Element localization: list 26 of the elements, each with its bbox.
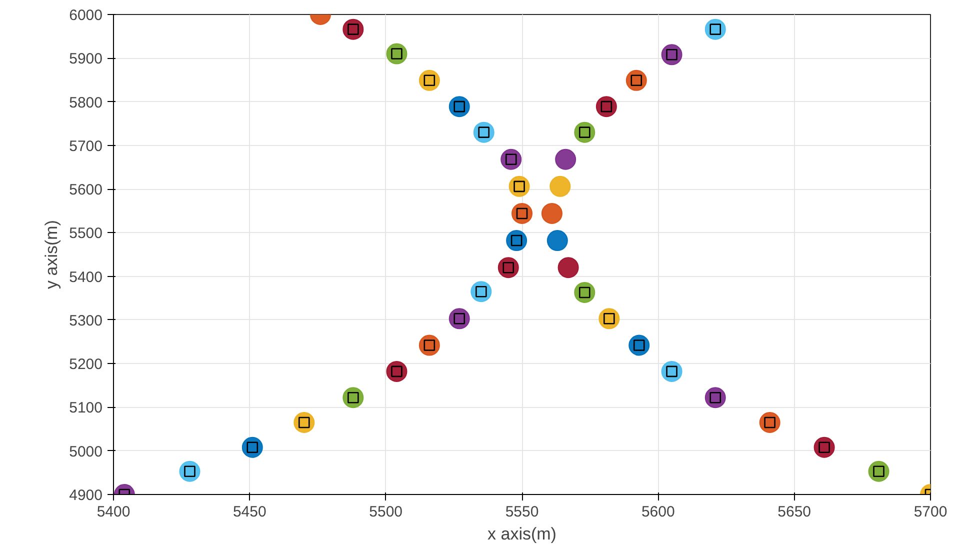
y-tick-label: 5300 [69,312,103,330]
y-tick-label: 5400 [69,268,103,286]
x-tick-label: 5500 [369,504,403,520]
point [541,203,562,224]
y-axis-title: y axis(m) [42,220,62,289]
y-tick-label: 4900 [69,487,103,504]
y-tick-label: 5100 [69,400,103,417]
x-tick-label: 5600 [641,504,675,520]
x-tick-label: 5450 [232,504,266,520]
point [546,230,568,252]
x-tick-label: 5700 [914,504,948,520]
y-tick-label: 6000 [69,7,103,24]
x-tick-label: 5650 [778,504,812,520]
y-tick-label: 5600 [69,182,103,199]
y-tick-label: 5700 [69,138,103,155]
y-tick-label: 5800 [69,94,103,112]
y-tick-label: 5900 [69,50,103,68]
point [550,176,571,197]
x-tick-label: 5550 [505,504,539,520]
x-tick-label: 5400 [96,504,130,520]
y-tick-label: 5000 [69,443,103,460]
y-tick-label: 5500 [69,225,103,242]
point [555,148,576,170]
x-axis-title: x axis(m) [488,524,556,544]
y-tick-label: 5200 [69,356,103,374]
point [558,257,579,278]
